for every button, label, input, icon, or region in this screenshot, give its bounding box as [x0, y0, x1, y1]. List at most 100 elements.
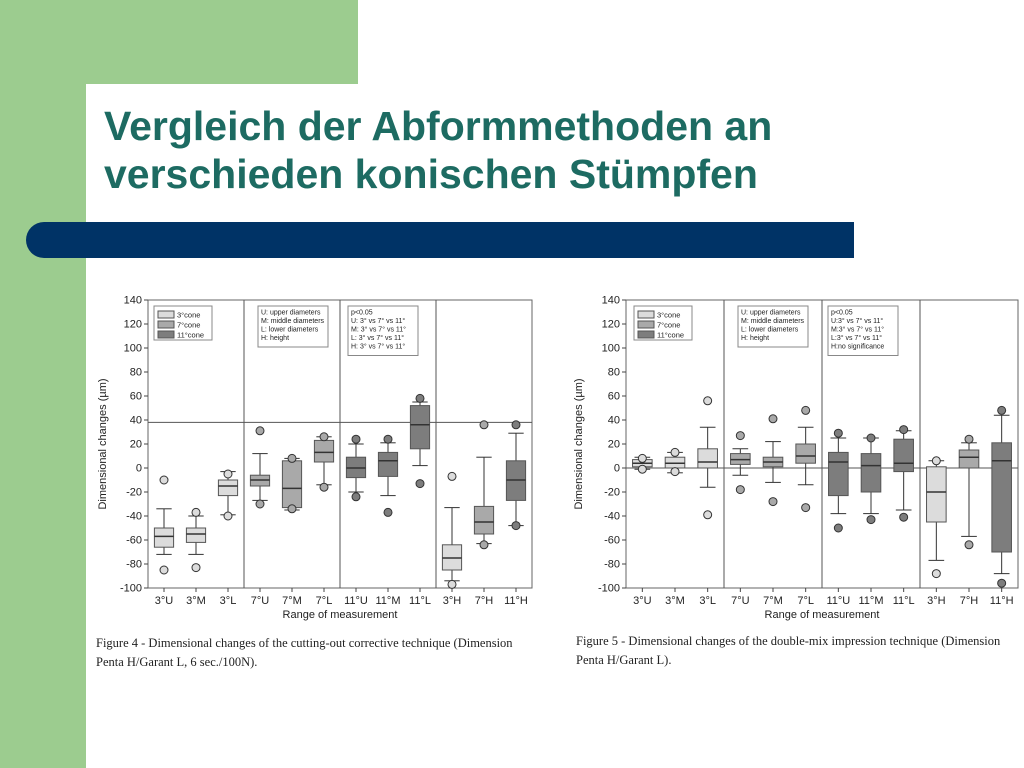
outlier-point — [287, 504, 297, 514]
y-tick-label: 60 — [608, 391, 620, 403]
x-tick-label: 7°H — [960, 595, 979, 607]
x-tick-label: 7°L — [316, 595, 333, 607]
boxplot-chart-figure-5: 140 120 100 80 60 40 20 0 -20 -40 -60 -80 -100 Dimens… — [573, 295, 1019, 621]
outlier-point — [670, 467, 680, 477]
legend-label: 3°cone — [657, 311, 680, 320]
outlier-point — [768, 414, 778, 424]
box-iqr — [991, 442, 1012, 553]
box-1 — [632, 453, 653, 474]
note-line: U: upper diameters — [741, 310, 801, 317]
y-tick-label: 80 — [608, 367, 620, 379]
outlier-point — [931, 569, 941, 579]
title-underline-bar — [26, 222, 854, 258]
legend-label: 3°cone — [177, 311, 200, 320]
y-tick-label: -80 — [604, 559, 620, 571]
box-iqr — [828, 451, 849, 497]
y-tick-label: 120 — [602, 319, 620, 331]
y-tick-label: 140 — [124, 295, 142, 307]
x-tick-label: 7°U — [731, 595, 750, 607]
box-iqr — [958, 449, 980, 469]
box-7 — [345, 434, 367, 502]
y-tick-label: 0 — [136, 463, 142, 475]
box-11 — [958, 434, 980, 550]
box-iqr — [697, 448, 718, 469]
note-line: M: middle diameters — [741, 318, 805, 325]
outlier-point — [511, 420, 521, 430]
y-tick-label: 40 — [130, 415, 142, 427]
legend-label: 11°cone — [177, 331, 204, 340]
y-tick-label: -40 — [126, 511, 142, 523]
note-line: p<0.05 — [831, 310, 853, 317]
x-tick-label: 7°L — [797, 595, 814, 607]
note-frame — [257, 305, 329, 348]
x-tick-label: 11°H — [990, 595, 1014, 607]
legend-swatch — [157, 330, 175, 339]
title-line-1: Vergleich der Abformmethoden an — [104, 103, 773, 149]
x-axis-label: Range of measurement — [283, 609, 398, 621]
caption-figure-4: Figure 4 - Dimensional changes of the cu… — [96, 636, 513, 669]
note-line: H:no significance — [831, 344, 884, 351]
box-6 — [795, 405, 816, 513]
box-6 — [313, 432, 335, 492]
y-axis-label: Dimensional changes (µm) — [97, 378, 109, 509]
legend-swatch — [157, 310, 175, 319]
outlier-point — [511, 521, 521, 531]
note-line: U:3° vs 7° vs 11° — [831, 317, 883, 325]
box-iqr — [153, 527, 175, 548]
note-line: L: lower diameters — [741, 327, 799, 334]
outlier-point — [735, 431, 745, 441]
note-line: L:3° vs 7° vs 11° — [831, 334, 882, 342]
box-4 — [249, 426, 271, 509]
x-tick-label: 3°H — [443, 595, 462, 607]
y-tick-label: -80 — [126, 559, 142, 571]
top-band — [0, 0, 358, 84]
x-tick-label: 11°U — [344, 595, 368, 607]
outlier-point — [866, 433, 876, 443]
y-tick-label: 0 — [614, 463, 620, 475]
outlier-point — [670, 447, 680, 457]
note-frame — [347, 305, 419, 356]
legend-swatch — [637, 330, 655, 339]
y-tick-label: -100 — [598, 583, 620, 595]
box-1 — [153, 475, 175, 575]
box-2 — [664, 447, 686, 477]
y-tick-label: 20 — [130, 439, 142, 451]
y-tick-label: 20 — [608, 439, 620, 451]
outlier-point — [447, 471, 457, 481]
outlier-point — [479, 420, 489, 430]
outlier-point — [255, 499, 265, 509]
outlier-point — [383, 507, 393, 517]
x-tick-label: 11°L — [893, 595, 915, 607]
box-9 — [893, 425, 914, 522]
outlier-point — [223, 511, 233, 521]
note-line: U: upper diameters — [261, 310, 321, 317]
x-tick-label: 11°M — [376, 595, 401, 607]
note-line: H: height — [261, 335, 289, 342]
outlier-point — [447, 579, 457, 589]
outlier-point — [319, 432, 329, 442]
outlier-point — [637, 464, 647, 474]
box-iqr — [795, 443, 816, 464]
outlier-point — [383, 434, 393, 444]
legend-swatch — [637, 310, 655, 319]
note-line: U: 3° vs 7° vs 11° — [351, 317, 405, 325]
box-iqr — [473, 505, 495, 535]
note-frame — [737, 305, 809, 348]
y-axis-label: Dimensional changes (µm) — [573, 378, 585, 509]
outlier-point — [415, 393, 425, 403]
box-iqr — [377, 451, 399, 477]
y-tick-label: -20 — [604, 487, 620, 499]
x-tick-label: 7°U — [251, 595, 270, 607]
box-2 — [185, 507, 207, 573]
outlier-point — [735, 485, 745, 495]
caption-figure-5: Figure 5 - Dimensional changes of the do… — [576, 634, 1001, 667]
y-tick-label: 120 — [124, 319, 142, 331]
outlier-point — [899, 512, 909, 522]
box-4 — [730, 431, 751, 495]
outlier-point — [964, 540, 974, 550]
outlier-point — [159, 565, 169, 575]
box-iqr — [926, 466, 947, 523]
note-line: M: 3° vs 7° vs 11° — [351, 326, 406, 334]
